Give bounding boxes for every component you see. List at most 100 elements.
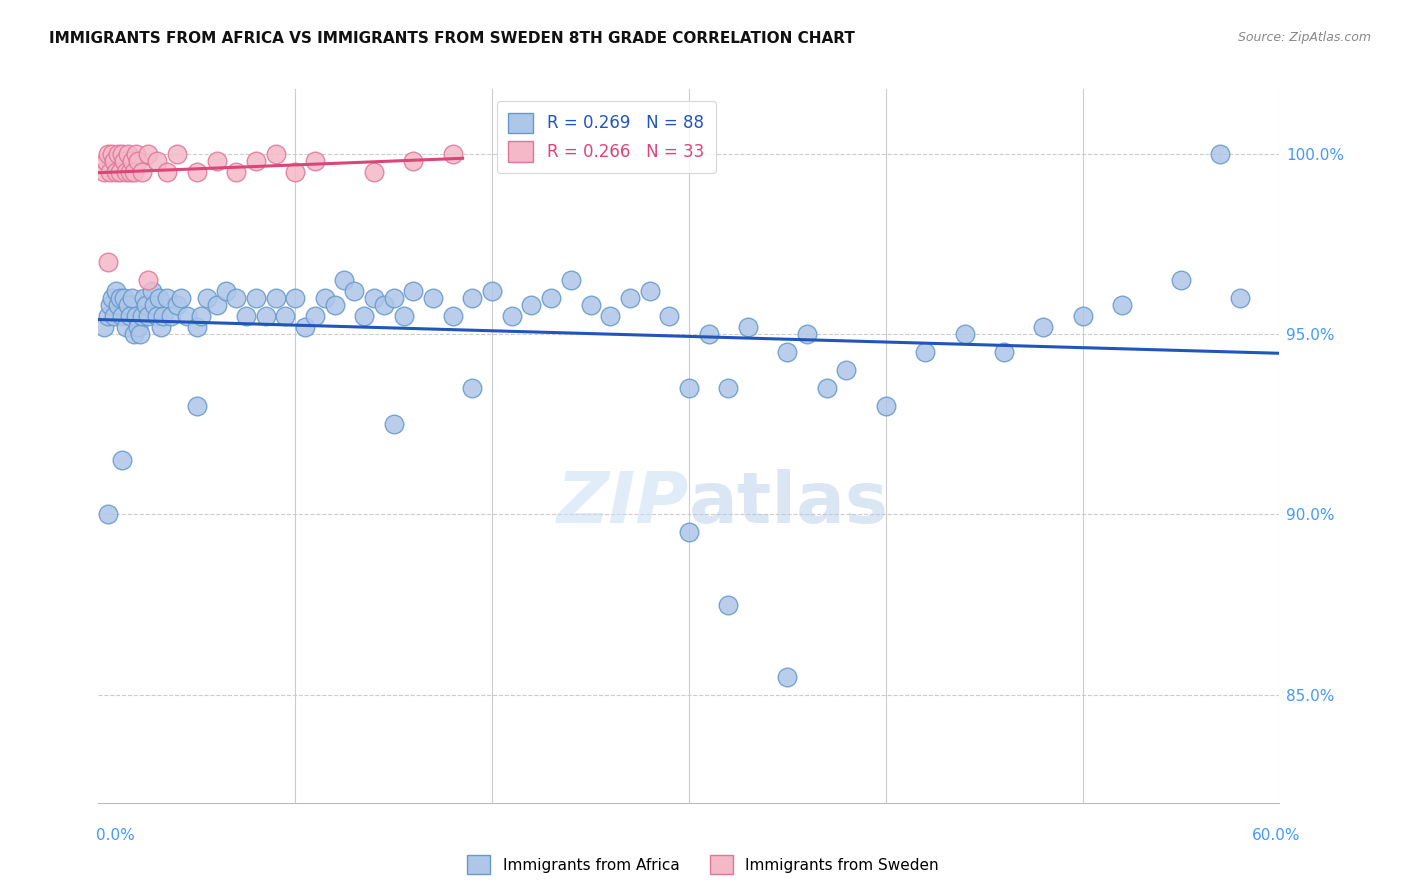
Point [264,291,287,305]
Point [678,381,700,395]
Point [697,327,720,342]
Point [402,284,425,298]
Point [146,310,169,324]
Point [658,310,681,324]
Point [131,310,153,324]
Point [254,310,277,324]
Point [125,310,148,324]
Point [1170,273,1192,287]
Point [122,165,145,179]
Point [264,147,287,161]
Point [176,310,198,324]
Point [314,291,336,305]
Point [1229,291,1251,305]
Point [97,147,120,161]
Point [520,298,543,312]
Point [150,320,173,334]
Point [274,310,297,324]
Point [1111,298,1133,312]
Point [815,381,838,395]
Point [579,298,602,312]
Point [186,320,208,334]
Point [953,327,976,342]
Point [875,400,897,414]
Point [333,273,356,287]
Point [717,381,740,395]
Point [135,298,157,312]
Point [441,310,464,324]
Point [422,291,444,305]
Point [186,400,208,414]
Point [195,291,218,305]
Point [461,291,484,305]
Point [205,298,228,312]
Point [117,298,139,312]
Point [373,298,395,312]
Point [343,284,366,298]
Point [166,298,188,312]
Point [101,147,124,161]
Point [121,154,143,169]
Point [98,298,121,312]
Point [186,165,208,179]
Point [127,320,149,334]
Point [402,154,425,169]
Point [146,154,169,169]
Point [776,670,799,684]
Point [111,453,134,467]
Point [678,525,700,540]
Text: atlas: atlas [689,468,889,538]
Point [142,298,165,312]
Point [118,310,141,324]
Point [481,284,503,298]
Point [118,165,141,179]
Point [284,291,307,305]
Point [245,291,267,305]
Point [107,298,129,312]
Point [776,345,799,359]
Point [108,291,131,305]
Point [382,417,405,432]
Point [141,284,163,298]
Point [112,154,135,169]
Point [117,147,139,161]
Legend: Immigrants from Africa, Immigrants from Sweden: Immigrants from Africa, Immigrants from … [461,849,945,880]
Point [205,154,228,169]
Point [127,154,149,169]
Point [148,291,170,305]
Point [190,310,212,324]
Point [1032,320,1054,334]
Point [136,310,159,324]
Point [993,345,1015,359]
Point [215,284,238,298]
Point [461,381,484,395]
Legend: R = 0.269   N = 88, R = 0.266   N = 33: R = 0.269 N = 88, R = 0.266 N = 33 [496,101,716,173]
Point [108,165,131,179]
Point [170,291,193,305]
Point [796,327,818,342]
Text: Source: ZipAtlas.com: Source: ZipAtlas.com [1237,31,1371,45]
Point [115,320,138,334]
Point [441,147,464,161]
Point [284,165,307,179]
Point [93,320,115,334]
Text: ZIP: ZIP [557,468,689,538]
Text: IMMIGRANTS FROM AFRICA VS IMMIGRANTS FROM SWEDEN 8TH GRADE CORRELATION CHART: IMMIGRANTS FROM AFRICA VS IMMIGRANTS FRO… [49,31,855,46]
Point [225,291,247,305]
Point [353,310,375,324]
Point [560,273,582,287]
Point [717,598,740,612]
Point [107,147,129,161]
Point [96,154,118,169]
Point [225,165,247,179]
Point [304,310,326,324]
Point [304,154,326,169]
Point [101,291,124,305]
Point [111,310,134,324]
Point [835,363,858,377]
Point [115,165,138,179]
Point [1209,147,1232,161]
Point [392,310,415,324]
Point [128,327,150,342]
Point [122,327,145,342]
